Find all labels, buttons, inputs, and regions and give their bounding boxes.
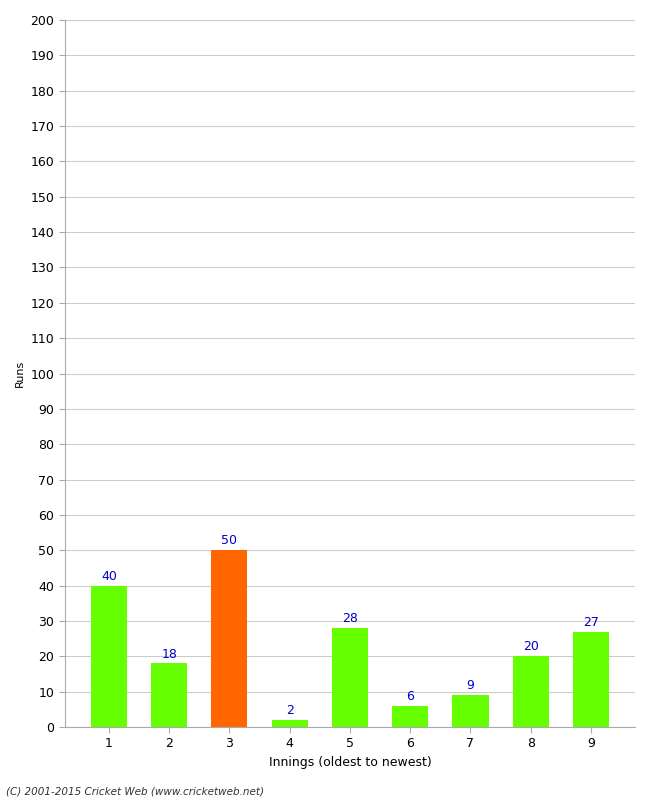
Text: 6: 6 bbox=[406, 690, 414, 703]
Text: 2: 2 bbox=[286, 704, 294, 717]
Text: (C) 2001-2015 Cricket Web (www.cricketweb.net): (C) 2001-2015 Cricket Web (www.cricketwe… bbox=[6, 786, 265, 796]
Text: 27: 27 bbox=[583, 616, 599, 629]
Text: 20: 20 bbox=[523, 641, 539, 654]
X-axis label: Innings (oldest to newest): Innings (oldest to newest) bbox=[268, 756, 432, 769]
Text: 28: 28 bbox=[342, 612, 358, 626]
Y-axis label: Runs: Runs bbox=[15, 360, 25, 387]
Bar bbox=[392, 706, 428, 727]
Text: 50: 50 bbox=[222, 534, 237, 547]
Bar bbox=[573, 631, 609, 727]
Text: 40: 40 bbox=[101, 570, 117, 582]
Bar bbox=[272, 720, 307, 727]
Bar bbox=[332, 628, 368, 727]
Bar bbox=[513, 656, 549, 727]
Bar bbox=[452, 695, 489, 727]
Bar bbox=[91, 586, 127, 727]
Text: 18: 18 bbox=[161, 647, 177, 661]
Text: 9: 9 bbox=[467, 679, 474, 692]
Bar bbox=[211, 550, 248, 727]
Bar bbox=[151, 663, 187, 727]
